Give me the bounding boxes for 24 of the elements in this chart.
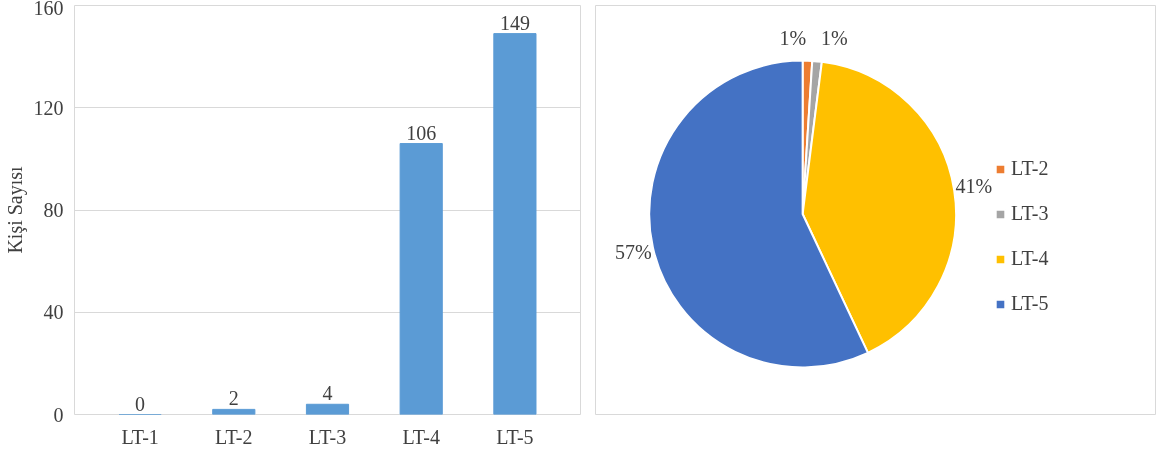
data-label: 57% — [615, 241, 652, 264]
data-label: 4 — [322, 382, 333, 405]
y-tick-label: 0 — [53, 403, 64, 426]
data-label: 1% — [820, 27, 848, 50]
legend-label: LT-4 — [1011, 247, 1049, 270]
x-tick-label: LT-5 — [496, 425, 534, 448]
x-tick-label: LT-2 — [215, 425, 253, 448]
data-label: 1% — [779, 26, 807, 49]
data-label: 41% — [955, 175, 993, 198]
data-label: 0 — [135, 392, 146, 415]
data-label: 2 — [228, 387, 239, 410]
y-axis-title: Kişi Sayısı — [3, 165, 27, 254]
y-tick-label: 160 — [33, 0, 64, 19]
data-label: 149 — [499, 11, 530, 34]
y-tick-label: 40 — [43, 301, 64, 324]
y-tick-label: 120 — [33, 96, 64, 119]
x-tick-label: LT-4 — [402, 425, 440, 448]
legend-label: LT-2 — [1011, 157, 1049, 180]
legend-label: LT-5 — [1011, 292, 1049, 315]
x-tick-label: LT-1 — [121, 425, 159, 448]
x-tick-label: LT-3 — [308, 425, 347, 448]
legend-label: LT-3 — [1011, 202, 1049, 225]
data-label: 106 — [406, 121, 437, 144]
y-tick-label: 80 — [43, 199, 64, 221]
